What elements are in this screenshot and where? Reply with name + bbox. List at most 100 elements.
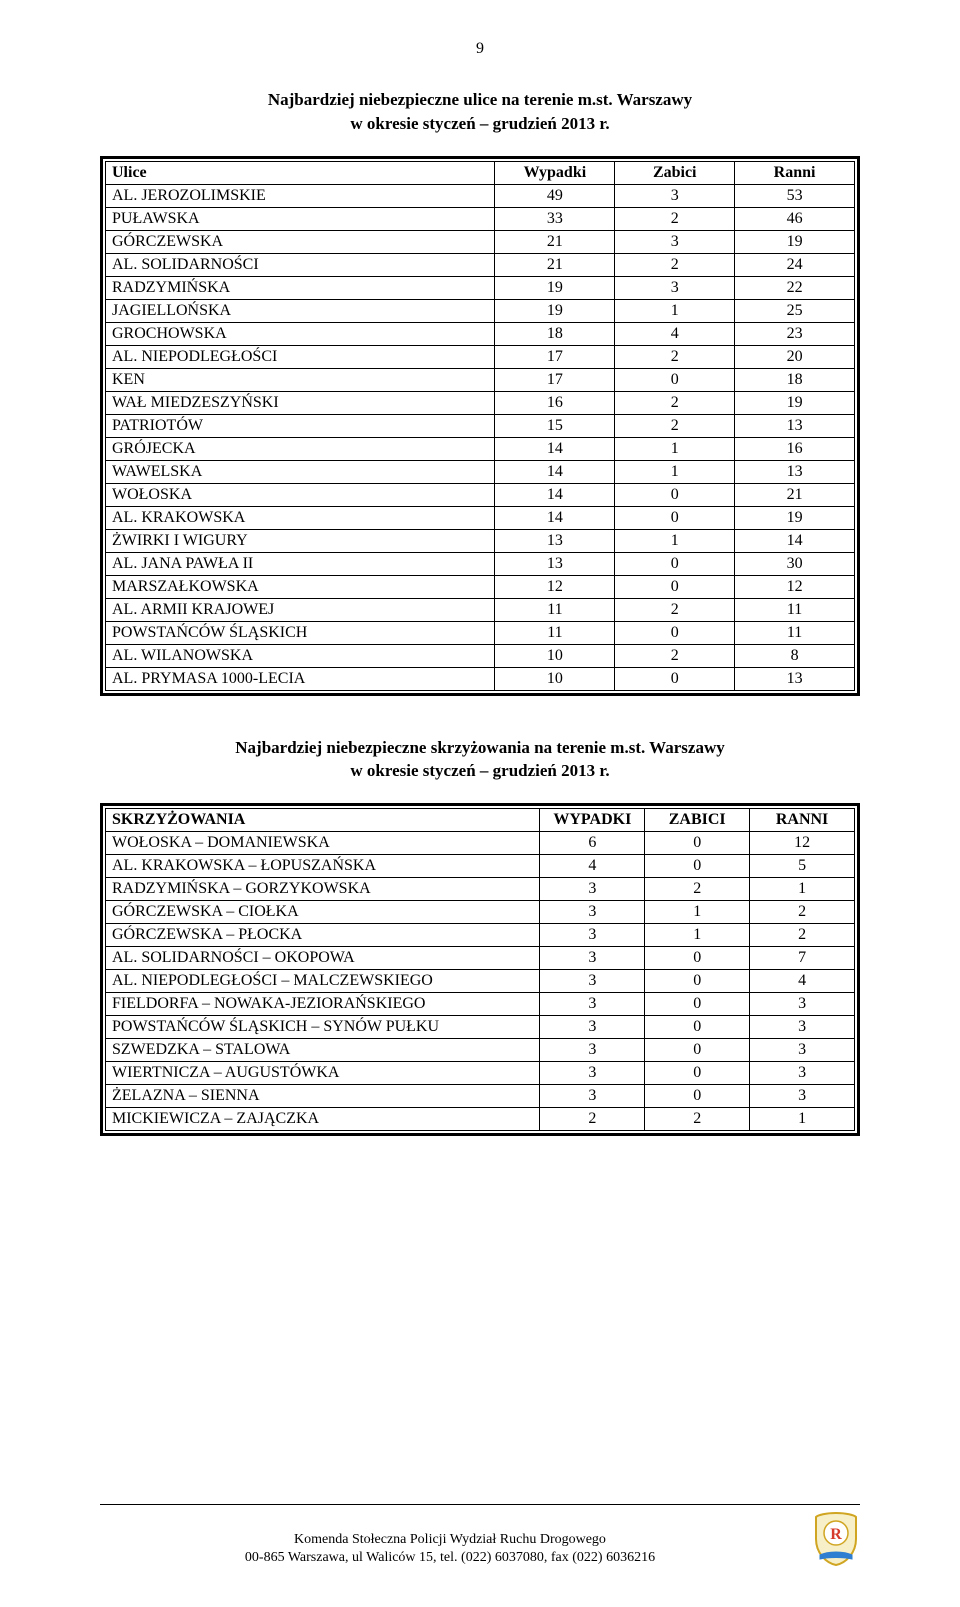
streets-cell-value: 0 [615,575,735,598]
intersections-cell-value: 3 [750,993,855,1016]
intersections-cell-name: POWSTAŃCÓW ŚLĄSKICH – SYNÓW PUŁKU [106,1016,540,1039]
streets-cell-name: AL. PRYMASA 1000-LECIA [106,667,495,690]
streets-cell-value: 13 [735,460,855,483]
streets-cell-value: 0 [615,621,735,644]
streets-cell-name: ŻWIRKI I WIGURY [106,529,495,552]
table-row: WOŁOSKA14021 [106,483,855,506]
table-row: GROCHOWSKA18423 [106,322,855,345]
streets-cell-value: 2 [615,253,735,276]
table-row: AL. JANA PAWŁA II13030 [106,552,855,575]
streets-cell-value: 21 [495,230,615,253]
table-row: JAGIELLOŃSKA19125 [106,299,855,322]
intersections-cell-value: 5 [750,855,855,878]
streets-cell-value: 1 [615,460,735,483]
intersections-cell-value: 0 [645,970,750,993]
table-row: AL. ARMII KRAJOWEJ11211 [106,598,855,621]
streets-cell-value: 30 [735,552,855,575]
intersections-cell-value: 3 [540,878,645,901]
intersections-cell-value: 0 [645,947,750,970]
streets-cell-value: 11 [735,598,855,621]
streets-cell-name: PATRIOTÓW [106,414,495,437]
table-row: GÓRCZEWSKA21319 [106,230,855,253]
table-row: AL. NIEPODLEGŁOŚCI17220 [106,345,855,368]
streets-cell-name: PUŁAWSKA [106,207,495,230]
streets-cell-value: 13 [495,552,615,575]
table-row: AL. SOLIDARNOŚCI21224 [106,253,855,276]
streets-cell-value: 13 [735,414,855,437]
streets-cell-name: AL. NIEPODLEGŁOŚCI [106,345,495,368]
table2-frame: SKRZYŻOWANIA WYPADKI ZABICI RANNI WOŁOSK… [100,803,860,1136]
intersections-cell-value: 3 [540,924,645,947]
streets-cell-value: 19 [735,391,855,414]
table-row: ŻWIRKI I WIGURY13114 [106,529,855,552]
streets-cell-value: 11 [495,621,615,644]
intersections-cell-name: RADZYMIŃSKA – GORZYKOWSKA [106,878,540,901]
table-row: POWSTAŃCÓW ŚLĄSKICH – SYNÓW PUŁKU303 [106,1016,855,1039]
intersections-cell-value: 3 [540,1062,645,1085]
streets-cell-value: 22 [735,276,855,299]
streets-cell-value: 14 [495,483,615,506]
table1-header-injured: Ranni [735,161,855,184]
streets-cell-value: 53 [735,184,855,207]
streets-cell-name: GÓRCZEWSKA [106,230,495,253]
intersections-cell-value: 3 [750,1062,855,1085]
streets-cell-value: 3 [615,276,735,299]
table2-header-killed: ZABICI [645,809,750,832]
streets-cell-value: 19 [495,276,615,299]
intersections-cell-value: 3 [750,1016,855,1039]
streets-cell-name: KEN [106,368,495,391]
intersections-cell-name: ŻELAZNA – SIENNA [106,1085,540,1108]
streets-cell-value: 13 [495,529,615,552]
intersections-cell-value: 1 [750,1108,855,1131]
table1-header-accidents: Wypadki [495,161,615,184]
intersections-cell-value: 0 [645,1085,750,1108]
streets-cell-value: 23 [735,322,855,345]
streets-cell-value: 49 [495,184,615,207]
table-row: SZWEDZKA – STALOWA303 [106,1039,855,1062]
streets-cell-name: AL. JEROZOLIMSKIE [106,184,495,207]
table1-header-killed: Zabici [615,161,735,184]
section1-title: Najbardziej niebezpieczne ulice na teren… [100,88,860,136]
table-row: KEN17018 [106,368,855,391]
intersections-cell-value: 4 [750,970,855,993]
streets-cell-value: 10 [495,667,615,690]
streets-cell-value: 2 [615,207,735,230]
svg-text:R: R [830,1526,842,1543]
streets-cell-value: 0 [615,368,735,391]
streets-cell-name: RADZYMIŃSKA [106,276,495,299]
streets-cell-value: 10 [495,644,615,667]
table-row: WIERTNICZA – AUGUSTÓWKA303 [106,1062,855,1085]
table-row: AL. JEROZOLIMSKIE49353 [106,184,855,207]
table2-header-name: SKRZYŻOWANIA [106,809,540,832]
table-row: AL. SOLIDARNOŚCI – OKOPOWA307 [106,947,855,970]
table-row: MICKIEWICZA – ZAJĄCZKA221 [106,1108,855,1131]
intersections-cell-name: AL. NIEPODLEGŁOŚCI – MALCZEWSKIEGO [106,970,540,993]
table-row: ŻELAZNA – SIENNA303 [106,1085,855,1108]
intersections-cell-value: 0 [645,1016,750,1039]
intersections-cell-value: 6 [540,832,645,855]
intersections-cell-name: AL. SOLIDARNOŚCI – OKOPOWA [106,947,540,970]
table-row: GÓRCZEWSKA – CIOŁKA312 [106,901,855,924]
intersections-cell-value: 3 [540,1039,645,1062]
intersections-cell-value: 3 [540,947,645,970]
table-row: WAŁ MIEDZESZYŃSKI16219 [106,391,855,414]
section2-title-line1: Najbardziej niebezpieczne skrzyżowania n… [235,738,724,757]
streets-cell-value: 14 [495,437,615,460]
streets-cell-value: 17 [495,345,615,368]
streets-cell-value: 20 [735,345,855,368]
streets-cell-value: 2 [615,414,735,437]
intersections-cell-value: 7 [750,947,855,970]
table-row: PATRIOTÓW15213 [106,414,855,437]
streets-cell-value: 33 [495,207,615,230]
table-row: MARSZAŁKOWSKA12012 [106,575,855,598]
intersections-cell-value: 2 [645,1108,750,1131]
streets-cell-value: 15 [495,414,615,437]
streets-cell-value: 13 [735,667,855,690]
intersections-cell-name: WIERTNICZA – AUGUSTÓWKA [106,1062,540,1085]
intersections-cell-name: MICKIEWICZA – ZAJĄCZKA [106,1108,540,1131]
streets-cell-value: 46 [735,207,855,230]
intersections-cell-value: 3 [540,901,645,924]
intersections-cell-value: 3 [750,1039,855,1062]
table-row: AL. KRAKOWSKA14019 [106,506,855,529]
streets-cell-value: 24 [735,253,855,276]
